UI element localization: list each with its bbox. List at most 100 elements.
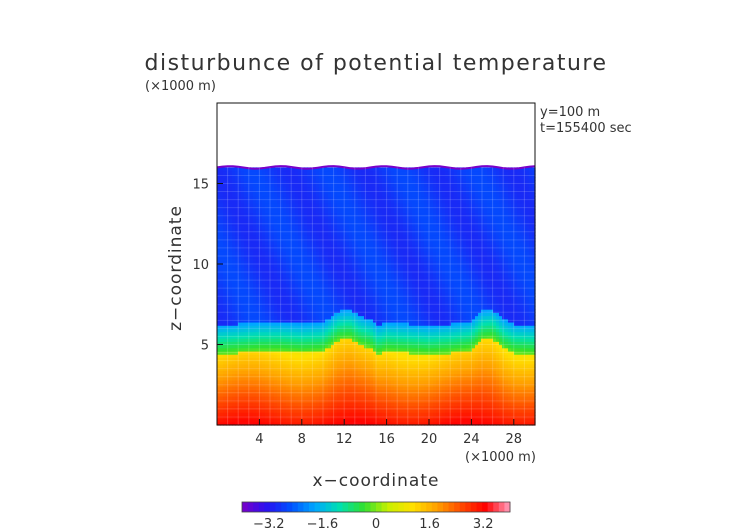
field-cell	[247, 415, 251, 420]
field-cell	[355, 415, 359, 420]
field-cell	[334, 344, 338, 349]
field-cell	[337, 167, 341, 172]
field-cell	[403, 402, 407, 407]
field-cell	[295, 344, 299, 349]
field-cell	[388, 264, 392, 268]
field-cell	[373, 334, 377, 339]
field-cell	[301, 309, 305, 313]
field-cell	[334, 177, 338, 181]
field-cell	[253, 170, 257, 175]
field-cell	[361, 412, 365, 416]
field-cell	[217, 309, 221, 313]
field-cell	[397, 338, 401, 342]
field-cell	[322, 415, 326, 420]
field-cell	[310, 177, 314, 181]
field-cell	[223, 218, 227, 223]
field-cell	[280, 408, 284, 413]
field-cell	[370, 312, 374, 317]
field-cell	[358, 318, 362, 323]
field-cell	[364, 231, 368, 236]
field-cell	[316, 244, 320, 249]
field-cell	[358, 302, 362, 307]
field-cell	[229, 199, 233, 204]
field-cell	[277, 228, 281, 233]
field-cell	[358, 341, 362, 346]
field-cell	[388, 231, 392, 236]
field-cell	[379, 215, 383, 220]
field-cell	[256, 315, 260, 320]
field-cell	[400, 292, 404, 297]
field-cell	[241, 173, 245, 178]
field-cell	[355, 209, 359, 214]
field-cell	[271, 189, 275, 194]
field-cell	[295, 222, 299, 226]
field-cell	[364, 289, 368, 294]
field-cell	[355, 350, 359, 355]
field-cell	[256, 347, 260, 352]
field-cell	[352, 183, 356, 188]
field-cell	[400, 286, 404, 291]
field-cell	[271, 167, 275, 172]
field-cell	[247, 370, 251, 375]
field-cell	[325, 354, 329, 358]
field-cell	[232, 360, 236, 365]
field-cell	[358, 212, 362, 217]
field-cell	[364, 241, 368, 246]
field-cell	[337, 396, 341, 400]
field-cell	[223, 193, 227, 197]
field-cell	[361, 379, 365, 384]
field-cell	[400, 408, 404, 413]
field-cell	[364, 244, 368, 249]
field-cell	[385, 225, 389, 230]
field-cell	[403, 405, 407, 410]
field-cell	[325, 228, 329, 233]
field-cell	[220, 170, 224, 175]
field-cell	[229, 170, 233, 175]
field-cell	[376, 396, 380, 400]
field-cell	[373, 267, 377, 272]
field-cell	[391, 421, 395, 426]
field-cell	[253, 296, 257, 301]
field-cell	[292, 241, 296, 246]
field-cell	[250, 350, 254, 355]
field-cell	[349, 189, 353, 194]
field-cell	[292, 270, 296, 275]
field-cell	[349, 260, 353, 265]
field-cell	[358, 273, 362, 278]
field-cell	[268, 173, 272, 178]
field-cell	[256, 363, 260, 368]
field-cell	[349, 241, 353, 246]
field-cell	[385, 305, 389, 310]
field-cell	[355, 376, 359, 381]
field-cell	[382, 173, 386, 178]
field-cell	[253, 231, 257, 236]
field-cell	[373, 189, 377, 194]
field-cell	[235, 173, 239, 178]
field-cell	[304, 280, 308, 284]
field-cell	[346, 244, 350, 249]
field-cell	[349, 302, 353, 307]
field-cell	[316, 415, 320, 420]
field-cell	[379, 376, 383, 381]
field-cell	[307, 386, 311, 391]
field-cell	[283, 199, 287, 204]
field-cell	[352, 292, 356, 297]
field-cell	[301, 202, 305, 207]
field-cell	[319, 347, 323, 352]
field-cell	[367, 338, 371, 342]
field-cell	[307, 218, 311, 223]
field-cell	[325, 280, 329, 284]
field-cell	[250, 270, 254, 275]
field-cell	[289, 296, 293, 301]
field-cell	[304, 193, 308, 197]
field-cell	[376, 206, 380, 210]
field-cell	[238, 218, 242, 223]
field-cell	[391, 183, 395, 188]
field-cell	[217, 396, 221, 400]
field-cell	[217, 183, 221, 188]
field-cell	[238, 254, 242, 259]
field-cell	[217, 202, 221, 207]
field-cell	[244, 235, 248, 239]
field-cell	[277, 260, 281, 265]
field-cell	[220, 399, 224, 404]
